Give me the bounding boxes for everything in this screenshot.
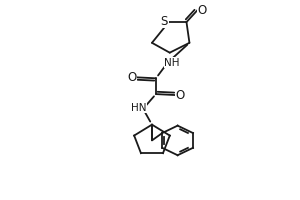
Text: O: O xyxy=(127,71,136,84)
Text: O: O xyxy=(176,89,184,102)
Text: HN: HN xyxy=(131,103,146,113)
Text: NH: NH xyxy=(164,58,180,68)
Text: O: O xyxy=(198,4,207,17)
Text: S: S xyxy=(161,15,168,28)
